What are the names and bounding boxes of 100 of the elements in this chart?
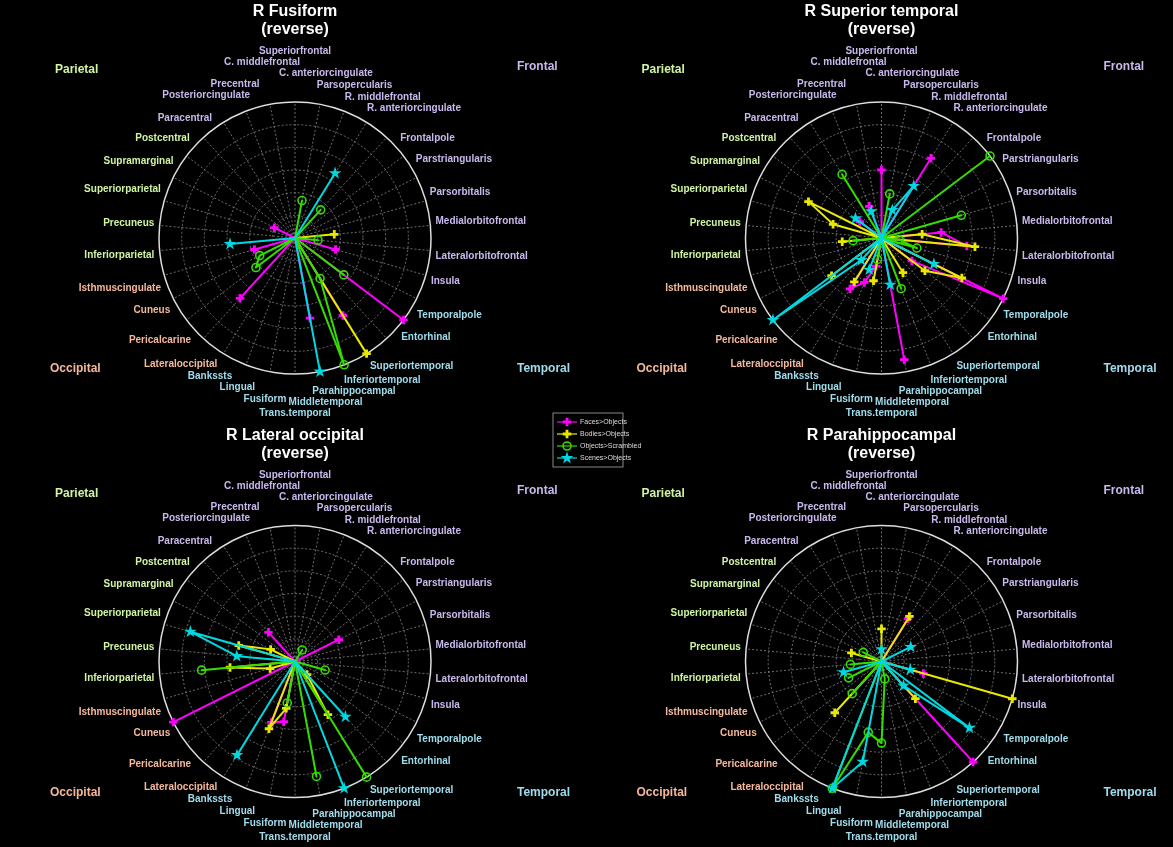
- spoke-label: Pericalcarine: [128, 334, 192, 346]
- spoke-label: C. anteriorcingulate: [865, 490, 960, 502]
- spoke-label: Superiortemporal: [369, 783, 454, 795]
- chart-title: R Superior temporal: [804, 2, 959, 19]
- spoke-label: Inferiorparietal: [84, 248, 155, 260]
- spoke-label: Medialorbitofrontal: [1022, 638, 1113, 650]
- spoke-label: Insula: [1017, 275, 1047, 287]
- text: Temporal: [1103, 784, 1157, 799]
- spoke-label: R. anteriorcingulate: [367, 101, 462, 113]
- spoke-label: C. middlefrontal: [223, 56, 301, 68]
- spoke-label: Middletemporal: [875, 395, 950, 407]
- spoke-label: Bankssts: [774, 793, 820, 805]
- chart-title: R Lateral occipital: [226, 425, 364, 443]
- spoke-label: Parsorbitalis: [429, 185, 491, 197]
- spoke-label: Posteriorcingulate: [162, 89, 251, 100]
- spoke-label: Supramarginal: [690, 154, 761, 166]
- spoke-label: Frontalpole: [986, 132, 1042, 144]
- text: Occipital: [50, 784, 101, 799]
- text: Parietal: [641, 62, 685, 76]
- spoke-label: Superiortemporal: [956, 783, 1041, 795]
- text: Occipital: [636, 361, 688, 375]
- spoke-label: Inferiortemporal: [930, 797, 1008, 809]
- chart-subtitle: (reverse): [847, 20, 916, 37]
- spoke-label: Superiorparietal: [84, 606, 162, 618]
- chart-subtitle: (reverse): [847, 443, 916, 461]
- spoke-label: Superiorfrontal: [258, 468, 332, 480]
- text: Parietal: [641, 485, 685, 500]
- spoke-label: Postcentral: [721, 555, 777, 567]
- spoke-label: Temporalpole: [1003, 309, 1069, 321]
- spoke-label: C. anteriorcingulate: [865, 67, 960, 79]
- spoke-label: R. middlefrontal: [931, 514, 1008, 526]
- spoke-label: R. anteriorcingulate: [367, 525, 462, 537]
- spoke-label: Medialorbitofrontal: [435, 638, 527, 650]
- spoke-label: Precentral: [797, 77, 847, 89]
- spoke-label: Inferiortemporal: [343, 797, 421, 809]
- spoke-label: Paracentral: [744, 535, 799, 547]
- spoke-label: Parahippocampal: [898, 808, 983, 820]
- spoke-label: Isthmuscingulate: [665, 705, 748, 717]
- spoke-label: Superiorfrontal: [258, 45, 332, 56]
- spoke-label: Parsopercularis: [903, 502, 980, 514]
- spoke-label: Parahippocampal: [898, 384, 983, 396]
- spoke-label: Parstriangularis: [1002, 576, 1079, 588]
- spoke-label: Parsopercularis: [903, 78, 980, 90]
- spoke-label: Middletemporal: [288, 819, 363, 831]
- text: Occipital: [50, 361, 101, 375]
- spoke-label: Cuneus: [133, 303, 171, 315]
- text: Parietal: [55, 62, 99, 76]
- spoke-label: Entorhinal: [987, 754, 1038, 766]
- spoke-label: Cuneus: [720, 303, 758, 315]
- spoke-label: Inferiorparietal: [670, 672, 742, 684]
- spoke-label: Parstriangularis: [1002, 153, 1079, 165]
- spoke-label: Trans.temporal: [259, 830, 332, 842]
- spoke-label: Lateraloccipital: [143, 357, 218, 369]
- spoke-label: Temporalpole: [416, 732, 483, 744]
- spoke-label: Parsorbitalis: [1016, 185, 1078, 197]
- spoke-label: Temporalpole: [1003, 732, 1069, 744]
- spoke-label: Lateralorbitofrontal: [1022, 249, 1115, 261]
- spoke-label: Precuneus: [103, 640, 155, 652]
- spoke-label: Pericalcarine: [715, 757, 779, 769]
- spoke-label: Isthmuscingulate: [78, 705, 162, 717]
- text: Temporal: [517, 784, 571, 799]
- spoke-label: Superiorfrontal: [845, 45, 918, 56]
- chart-title: R Parahippocampal: [806, 425, 957, 443]
- spoke-label: Parstriangularis: [415, 153, 493, 165]
- spoke-label: Medialorbitofrontal: [1022, 215, 1113, 227]
- spoke-label: Inferiortemporal: [930, 373, 1008, 385]
- spoke-label: Frontalpole: [400, 555, 456, 567]
- spoke-label: Parstriangularis: [415, 576, 493, 588]
- spoke-label: Medialorbitofrontal: [435, 215, 527, 227]
- text: Frontal: [517, 482, 558, 497]
- spoke-label: Lateralorbitofrontal: [1022, 673, 1115, 685]
- text: Temporal: [1103, 361, 1157, 375]
- spoke-label: Trans.temporal: [845, 830, 918, 842]
- spoke-label: Posteriorcingulate: [162, 512, 251, 524]
- spoke-label: Superiorparietal: [84, 183, 162, 195]
- spoke-label: Supramarginal: [103, 154, 174, 166]
- spoke-label: Paracentral: [744, 111, 799, 123]
- spoke-label: Inferiorparietal: [670, 248, 742, 260]
- spoke-label: Superiortemporal: [956, 360, 1041, 372]
- spoke-label: Pericalcarine: [715, 334, 779, 346]
- spoke-label: Entorhinal: [401, 754, 451, 766]
- spoke-label: Pericalcarine: [128, 757, 192, 769]
- spoke-label: Isthmuscingulate: [78, 282, 162, 294]
- spoke-label: Parahippocampal: [312, 384, 396, 396]
- spoke-label: Fusiform: [830, 393, 873, 405]
- spoke-label: Precentral: [210, 501, 260, 513]
- chart-subtitle: (reverse): [261, 443, 329, 461]
- spoke-label: Parahippocampal: [312, 808, 396, 820]
- text: Frontal: [517, 59, 558, 73]
- spoke-label: Supramarginal: [690, 578, 761, 590]
- spoke-label: Posteriorcingulate: [748, 512, 837, 524]
- spoke-label: Entorhinal: [987, 331, 1038, 343]
- spoke-label: Postcentral: [135, 132, 190, 144]
- spoke-label: Insula: [430, 698, 461, 710]
- spoke-label: Lateraloccipital: [730, 781, 805, 793]
- spoke-label: Bankssts: [774, 369, 820, 381]
- spoke-label: Temporalpole: [416, 309, 483, 321]
- chart-title: R Fusiform: [252, 2, 338, 19]
- spoke-label: Inferiortemporal: [343, 373, 421, 385]
- text: Frontal: [1103, 482, 1145, 497]
